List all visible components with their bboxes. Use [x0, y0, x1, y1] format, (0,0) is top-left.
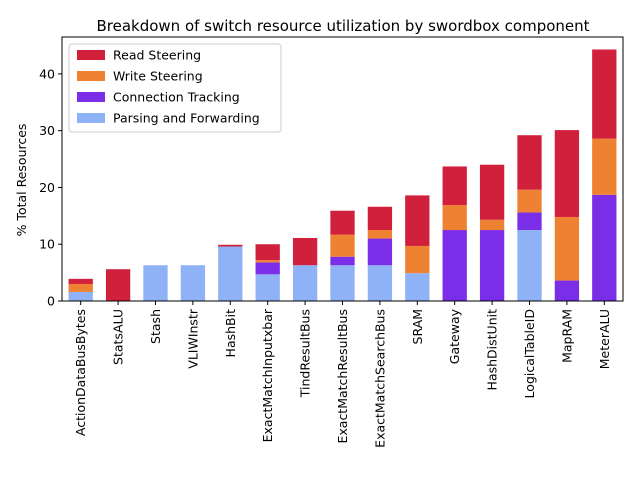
bar-segment: [255, 262, 280, 275]
legend-label: Parsing and Forwarding: [113, 111, 260, 126]
bar-segment: [180, 265, 206, 301]
bar-segment: [367, 206, 393, 231]
y-tick-label: 0: [47, 294, 55, 309]
x-tick-label: Stash: [148, 309, 163, 344]
chart-title: Breakdown of switch resource utilization…: [96, 17, 589, 35]
bar-segment: [554, 216, 580, 281]
bar-segment: [105, 269, 131, 301]
y-tick-label: 40: [39, 66, 55, 81]
bar-segment: [592, 194, 617, 301]
bar-segment: [517, 189, 542, 213]
bar-segment: [367, 265, 393, 301]
x-tick-label: LogicalTableID: [522, 309, 537, 398]
legend-label: Write Steering: [113, 69, 203, 84]
y-tick-label: 10: [39, 237, 55, 252]
bar-segment: [479, 230, 505, 301]
bar-segment: [405, 195, 430, 246]
bar-segment: [442, 166, 467, 206]
legend-frame: [68, 43, 282, 133]
x-tick-label: MeterALU: [597, 309, 612, 369]
bar-segment: [442, 205, 467, 231]
x-tick-label: ExactMatchInputxbar: [260, 308, 275, 442]
x-tick-label: Gateway: [447, 308, 462, 364]
bar-segment: [517, 212, 542, 231]
x-tick-label: HashDistUnit: [485, 309, 500, 391]
bar-segment: [255, 244, 280, 261]
legend-swatch: [77, 71, 105, 81]
bar-segment: [218, 246, 243, 301]
bar-segment: [517, 230, 542, 301]
legend-swatch: [77, 92, 105, 102]
y-axis-label: % Total Resources: [14, 124, 29, 237]
bar-segment: [479, 219, 505, 231]
x-tick-label: TindResultBus: [298, 309, 313, 398]
bar-segment: [405, 273, 430, 301]
bar-segment: [330, 256, 355, 266]
bar-segment: [479, 164, 505, 220]
x-tick-label: HashBit: [223, 309, 238, 358]
bar-segment: [255, 260, 280, 263]
legend-label: Connection Tracking: [113, 90, 240, 105]
x-tick-label: VLIWInstr: [185, 308, 200, 369]
bar-segment: [143, 265, 168, 301]
y-tick-label: 30: [39, 123, 55, 138]
bar-segment: [68, 283, 93, 292]
bar-segment: [330, 210, 355, 235]
bar-segment: [292, 237, 318, 266]
bar-segment: [255, 274, 280, 301]
legend-swatch: [77, 50, 105, 60]
x-tick-label: ExactMatchResultBus: [335, 309, 350, 444]
bar-segment: [292, 265, 318, 301]
bar-segment: [68, 278, 93, 284]
legend: Read Steering Write Steering Connection Tr…: [68, 43, 282, 133]
bar-segment: [405, 245, 430, 274]
x-tick-label: MapRAM: [559, 309, 574, 363]
legend-swatch: [77, 113, 105, 123]
bar-segment: [592, 49, 617, 139]
bar-segment: [68, 291, 93, 301]
x-tick-label: StatsALU: [111, 309, 126, 365]
x-tick-label: SRAM: [410, 309, 425, 344]
bar-segment: [442, 230, 467, 301]
bar-segment: [218, 244, 243, 247]
bar-segment: [367, 230, 393, 239]
y-tick-label: 20: [39, 180, 55, 195]
legend-label: Read Steering: [113, 48, 201, 63]
bar-segment: [592, 138, 617, 195]
bar-segment: [517, 135, 542, 190]
bar-segment: [554, 280, 580, 301]
x-axis-ticks: ActionDataBusBytes StatsALU Stash VLIWInstr…: [73, 301, 612, 448]
bar-segment: [554, 130, 580, 217]
x-tick-label: ActionDataBusBytes: [73, 309, 88, 436]
y-axis-ticks: 0 10 20 30 40: [39, 66, 62, 309]
plot-frame: [61, 36, 624, 302]
bar-segment: [330, 234, 355, 257]
bar-segment: [330, 265, 355, 301]
bar-series-group: [68, 49, 617, 301]
x-tick-label: ExactMatchSearchBus: [372, 309, 387, 448]
bar-segment: [367, 238, 393, 266]
